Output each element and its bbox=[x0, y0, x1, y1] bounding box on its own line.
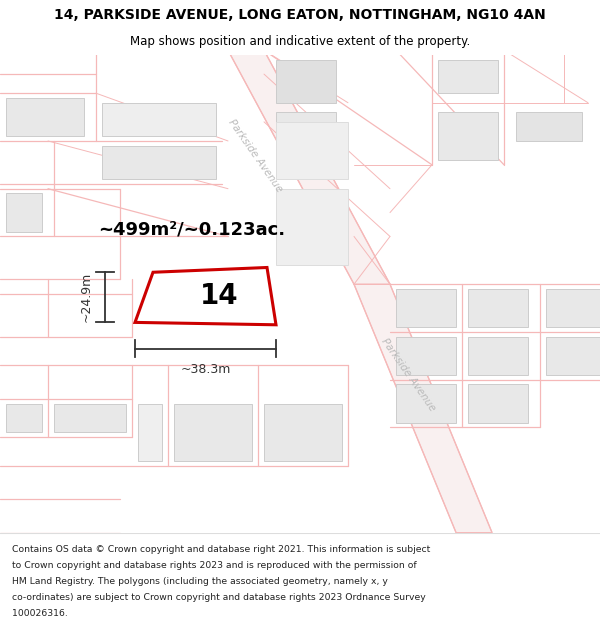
Polygon shape bbox=[138, 404, 162, 461]
Polygon shape bbox=[228, 50, 390, 284]
Polygon shape bbox=[174, 404, 252, 461]
Text: Contains OS data © Crown copyright and database right 2021. This information is : Contains OS data © Crown copyright and d… bbox=[12, 544, 430, 554]
Polygon shape bbox=[546, 337, 600, 375]
Polygon shape bbox=[102, 146, 216, 179]
Text: ~499m²/~0.123ac.: ~499m²/~0.123ac. bbox=[98, 220, 286, 238]
Text: Parkside Avenue: Parkside Avenue bbox=[226, 117, 284, 194]
Polygon shape bbox=[276, 112, 336, 165]
Text: ~24.9m: ~24.9m bbox=[80, 272, 93, 322]
Text: HM Land Registry. The polygons (including the associated geometry, namely x, y: HM Land Registry. The polygons (includin… bbox=[12, 577, 388, 586]
Polygon shape bbox=[438, 60, 498, 93]
Polygon shape bbox=[276, 189, 348, 265]
Polygon shape bbox=[468, 289, 528, 327]
Polygon shape bbox=[468, 384, 528, 423]
Polygon shape bbox=[135, 268, 276, 325]
Text: ~38.3m: ~38.3m bbox=[181, 363, 230, 376]
Polygon shape bbox=[54, 404, 126, 432]
Text: Map shows position and indicative extent of the property.: Map shows position and indicative extent… bbox=[130, 35, 470, 48]
Text: to Crown copyright and database rights 2023 and is reproduced with the permissio: to Crown copyright and database rights 2… bbox=[12, 561, 416, 570]
Polygon shape bbox=[354, 284, 492, 532]
Polygon shape bbox=[396, 289, 456, 327]
Polygon shape bbox=[6, 194, 42, 232]
Polygon shape bbox=[6, 404, 42, 432]
Polygon shape bbox=[396, 384, 456, 423]
Polygon shape bbox=[6, 98, 84, 136]
Polygon shape bbox=[516, 112, 582, 141]
Text: 100026316.: 100026316. bbox=[12, 609, 68, 618]
Polygon shape bbox=[468, 337, 528, 375]
Text: Parkside Avenue: Parkside Avenue bbox=[379, 337, 437, 413]
Polygon shape bbox=[396, 337, 456, 375]
Text: co-ordinates) are subject to Crown copyright and database rights 2023 Ordnance S: co-ordinates) are subject to Crown copyr… bbox=[12, 593, 426, 602]
Polygon shape bbox=[276, 122, 348, 179]
Text: 14: 14 bbox=[200, 282, 238, 310]
Polygon shape bbox=[102, 102, 216, 136]
Polygon shape bbox=[264, 404, 342, 461]
Polygon shape bbox=[276, 60, 336, 102]
Text: 14, PARKSIDE AVENUE, LONG EATON, NOTTINGHAM, NG10 4AN: 14, PARKSIDE AVENUE, LONG EATON, NOTTING… bbox=[54, 8, 546, 22]
Polygon shape bbox=[438, 112, 498, 160]
Polygon shape bbox=[546, 289, 600, 327]
